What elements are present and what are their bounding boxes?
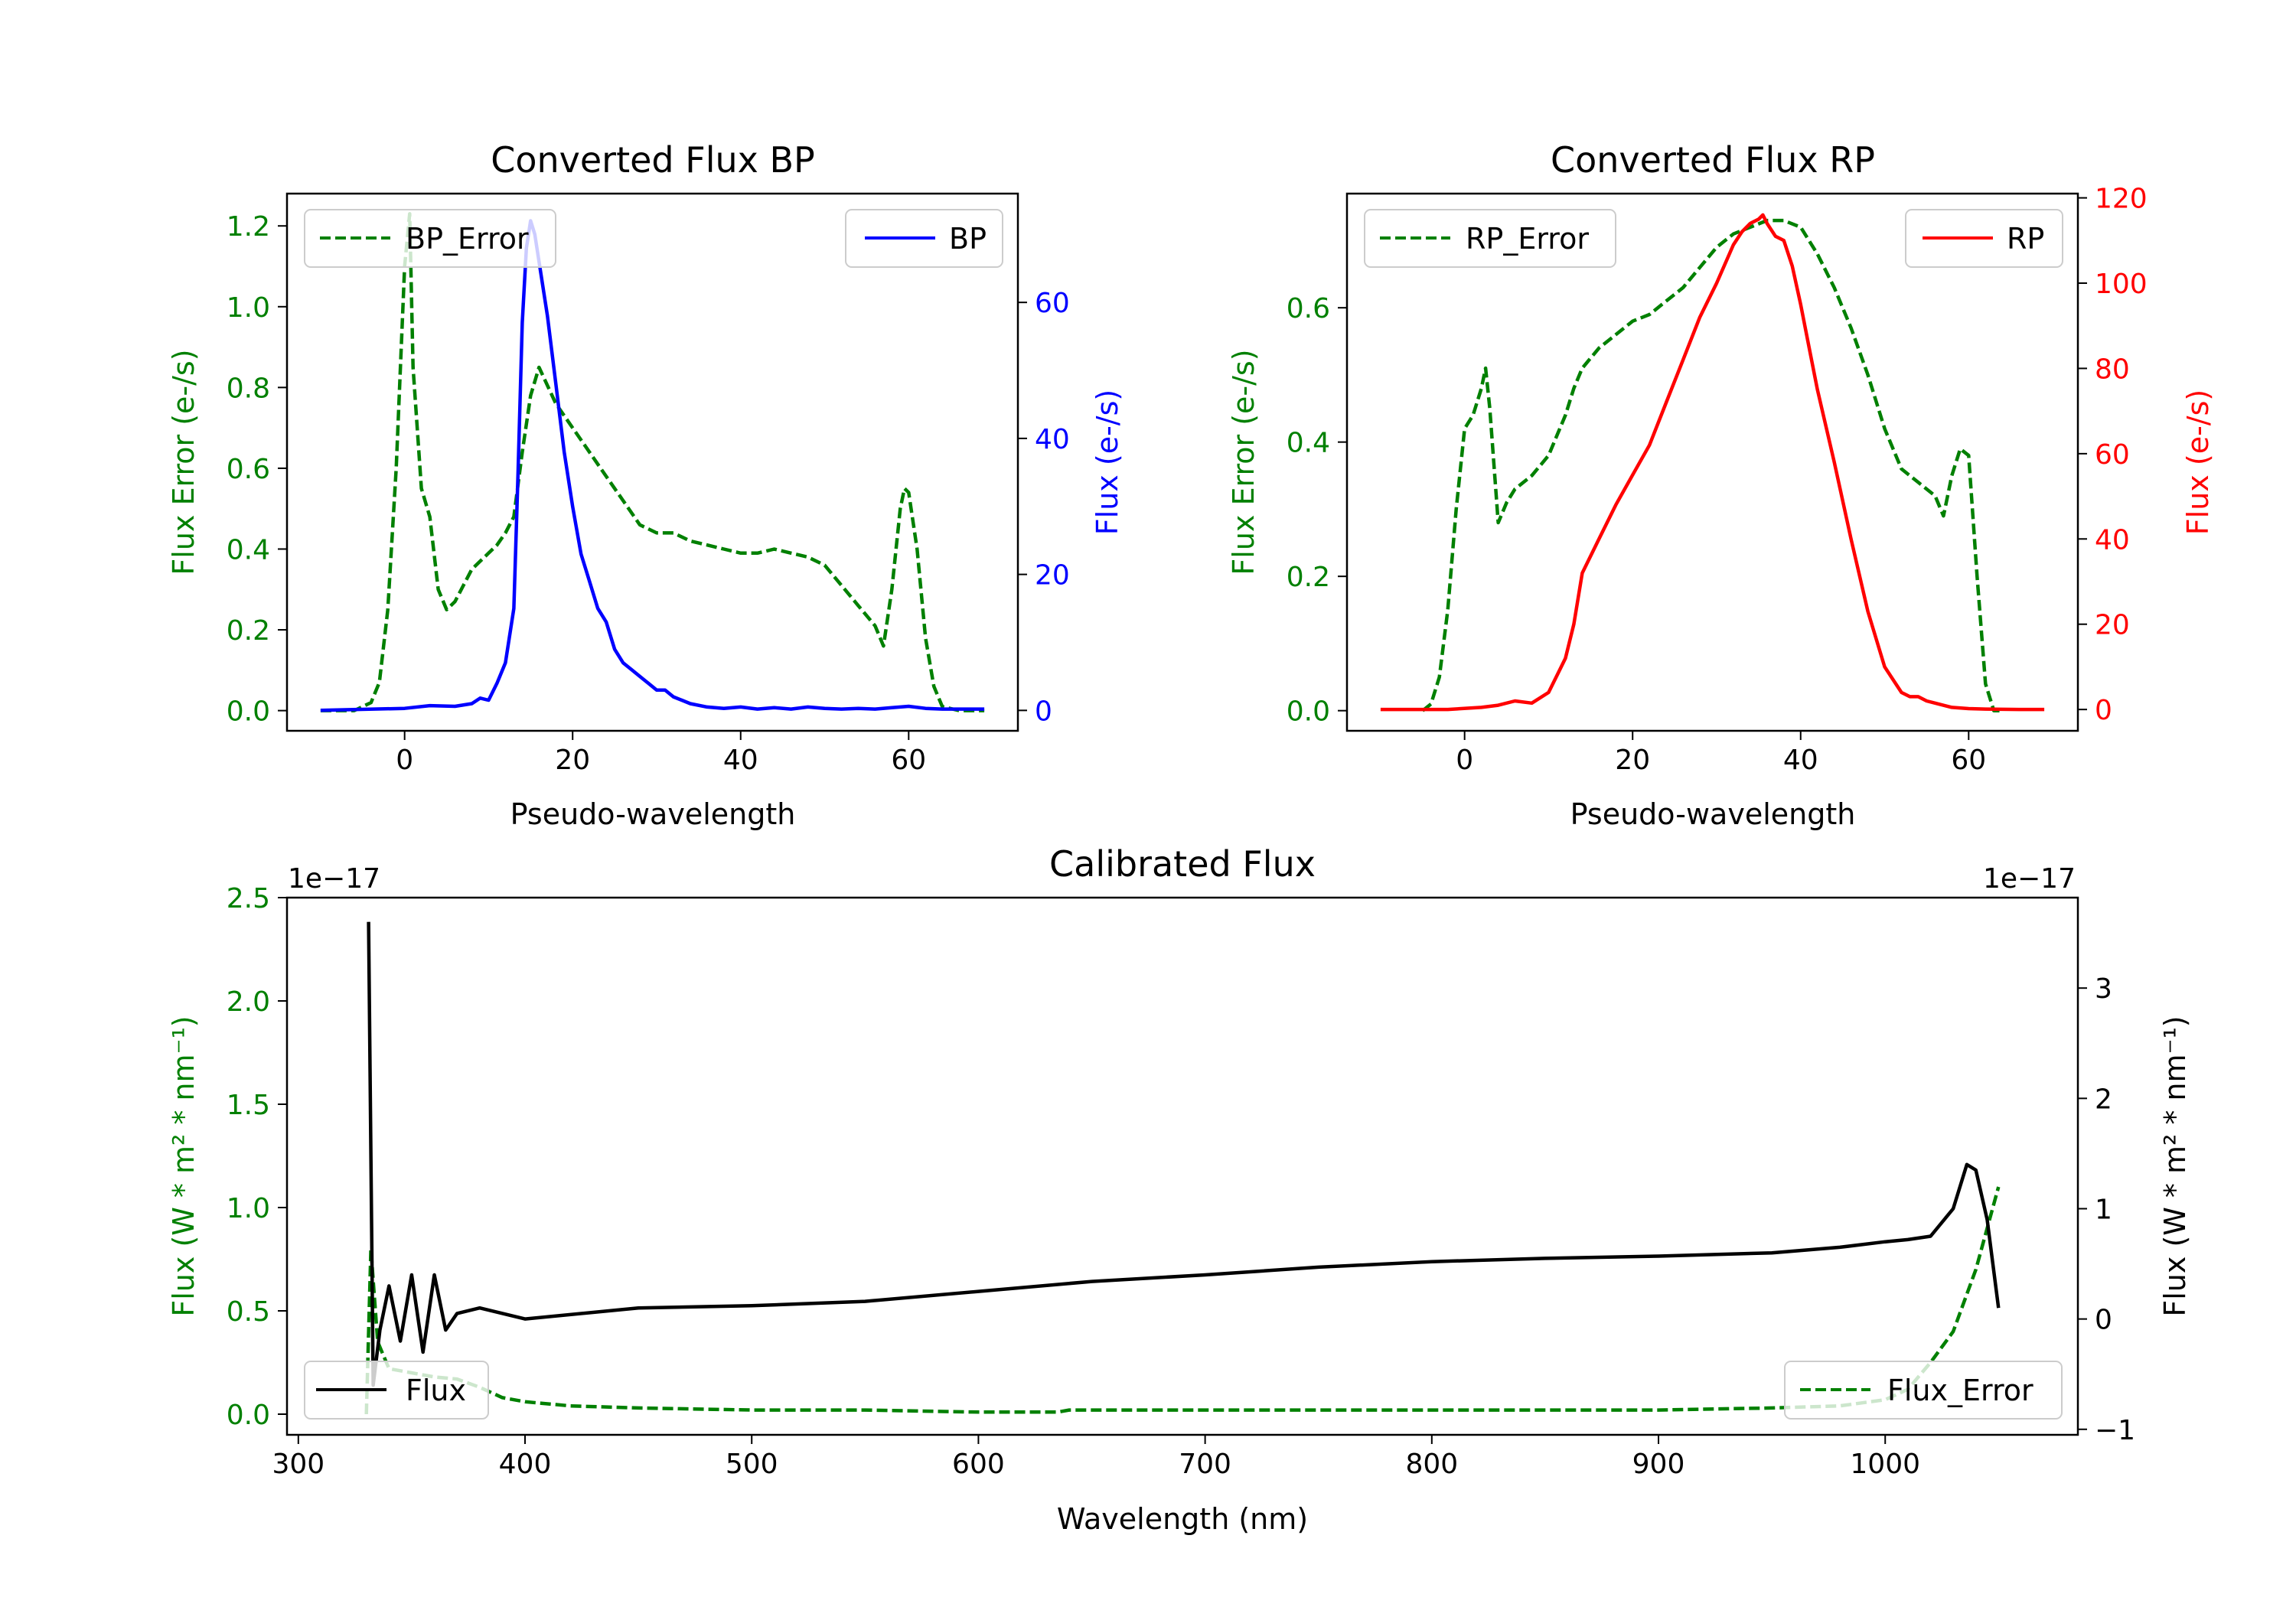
y-left-tick-label: 0.2: [227, 615, 270, 647]
legend-label-bp: BP: [949, 222, 987, 256]
x-tick-label: 40: [723, 745, 758, 776]
y-right-tick-label: 0: [1035, 696, 1052, 727]
x-tick-label: 60: [1951, 745, 1986, 776]
x-tick-label: 500: [726, 1449, 778, 1480]
panel-calibrated-offset-right: 1e−17: [1983, 863, 2076, 895]
series-line-flux: [367, 921, 2001, 1387]
legend-box: [304, 209, 556, 268]
panel-rp-xlabel: Pseudo-wavelength: [1570, 797, 1856, 831]
y-right-tick-label: 100: [2095, 269, 2148, 300]
y-left-tick-label: 0.6: [1287, 293, 1330, 324]
y-right-tick-label: 20: [1035, 560, 1070, 592]
x-tick-label: 20: [555, 745, 590, 776]
panel-bp-series: [320, 212, 985, 712]
panel-bp-ylabel-left: Flux Error (e-/s): [167, 349, 201, 575]
x-tick-label: 300: [272, 1449, 325, 1480]
x-tick-label: 800: [1405, 1449, 1458, 1480]
panel-calibrated-xlabel: Wavelength (nm): [1057, 1502, 1308, 1536]
legend-label-flux: Flux: [406, 1374, 466, 1407]
legend-label-flux-error: Flux_Error: [1887, 1374, 2033, 1407]
panel-calibrated-frame: [285, 896, 2079, 1436]
panel-rp-series: [1380, 213, 2045, 712]
x-tick-label: 600: [952, 1449, 1005, 1480]
y-left-tick-label: 2.0: [227, 986, 270, 1018]
y-right-tick-label: 40: [1035, 424, 1070, 455]
x-tick-label: 20: [1615, 745, 1650, 776]
y-left-tick-label: 0.0: [1287, 696, 1330, 728]
series-line-rp-error: [1421, 218, 2003, 712]
x-tick-label: 900: [1632, 1449, 1685, 1480]
panel-bp-title: Converted Flux BP: [491, 139, 815, 181]
y-right-tick-label: 20: [2095, 610, 2130, 641]
y-left-tick-label: 0.5: [227, 1296, 270, 1328]
panel-bp-frame: [285, 192, 1019, 732]
legend-label-bp-error: BP_Error: [406, 222, 529, 256]
series-line-bp: [320, 219, 985, 712]
panel-rp-legend-left: RP_Error: [1364, 209, 1616, 268]
y-left-tick-label: 1.0: [227, 1193, 270, 1224]
x-tick-label: 0: [1456, 745, 1473, 776]
panel-rp-ticks: 0 20 40 60 0.0 0.2 0.4 0.6 0 20 40 60 80 100 120: [1287, 184, 2148, 776]
x-tick-label: 40: [1783, 745, 1818, 776]
panel-bp: Converted Flux BP 0 20 40 60 0.0 0.2 0.4 0.6 0.8…: [167, 139, 1124, 831]
y-left-tick-label: 2.5: [227, 883, 270, 914]
panel-rp-ylabel-left: Flux Error (e-/s): [1227, 349, 1261, 575]
x-tick-label: 700: [1179, 1449, 1231, 1480]
y-right-tick-label: 0: [2095, 1305, 2112, 1336]
series-line-rp: [1380, 213, 2045, 712]
panel-calibrated-title: Calibrated Flux: [1049, 843, 1316, 885]
legend-box: [304, 1361, 489, 1420]
panel-calibrated-legend-left: Flux: [304, 1361, 489, 1420]
y-right-tick-label: 120: [2095, 184, 2148, 215]
x-tick-label: 0: [396, 745, 413, 776]
panel-bp-legend-right: BP: [845, 209, 1003, 268]
legend-box: [1364, 209, 1616, 268]
panel-bp-ticks: 0 20 40 60 0.0 0.2 0.4 0.6 0.8 1.0 1.2 0 20 40 60: [227, 211, 1070, 776]
panel-calibrated: Calibrated Flux 1e−17 1e−17 300 400 500 600…: [167, 843, 2192, 1536]
panel-rp-frame: [1345, 192, 2079, 732]
y-right-tick-label: 60: [1035, 288, 1070, 319]
y-left-tick-label: 0.0: [227, 696, 270, 728]
legend-label-rp-error: RP_Error: [1466, 222, 1589, 256]
y-right-tick-label: −1: [2095, 1415, 2135, 1446]
panel-rp-title: Converted Flux RP: [1551, 139, 1875, 181]
panel-calibrated-ticks: 300 400 500 600 700 800 900 1000 0.0 0.5 1.0 1.5 2.0…: [227, 883, 2135, 1480]
y-right-tick-label: 3: [2095, 973, 2112, 1005]
x-tick-label: 400: [499, 1449, 552, 1480]
y-left-tick-label: 0.6: [227, 454, 270, 485]
y-right-tick-label: 0: [2095, 695, 2112, 726]
panel-calibrated-offset-left: 1e−17: [288, 863, 380, 895]
y-left-tick-label: 1.5: [227, 1090, 270, 1121]
panel-rp: Converted Flux RP 0 20 40 60 0.0 0.2 0.4 0.6 0 20…: [1227, 139, 2215, 831]
y-right-tick-label: 2: [2095, 1084, 2112, 1115]
panel-rp-ylabel-right: Flux (e-/s): [2181, 390, 2215, 535]
panel-calibrated-ylabel-right: Flux (W * m² * nm⁻¹): [2158, 1015, 2192, 1316]
panel-rp-legend-right: RP: [1905, 209, 2063, 268]
y-left-tick-label: 0.4: [1287, 428, 1330, 459]
panel-bp-xlabel: Pseudo-wavelength: [510, 797, 796, 831]
y-left-tick-label: 0.8: [227, 373, 270, 404]
panel-bp-legend-left: BP_Error: [304, 209, 556, 268]
y-left-tick-label: 1.2: [227, 211, 270, 243]
panel-calibrated-ylabel-left: Flux (W * m² * nm⁻¹): [167, 1015, 201, 1316]
y-left-tick-label: 1.0: [227, 292, 270, 324]
x-tick-label: 60: [891, 745, 926, 776]
panel-calibrated-legend-right: Flux_Error: [1784, 1361, 2063, 1420]
series-line-bp-error: [320, 212, 985, 712]
y-right-tick-label: 40: [2095, 524, 2130, 556]
y-left-tick-label: 0.2: [1287, 562, 1330, 593]
panel-bp-ylabel-right: Flux (e-/s): [1091, 390, 1124, 535]
y-left-tick-label: 0.4: [227, 534, 270, 566]
y-left-tick-label: 0.0: [227, 1400, 270, 1431]
y-right-tick-label: 1: [2095, 1194, 2112, 1225]
legend-label-rp: RP: [2007, 222, 2044, 256]
y-right-tick-label: 60: [2095, 439, 2130, 471]
x-tick-label: 1000: [1850, 1449, 1920, 1480]
y-right-tick-label: 80: [2095, 354, 2130, 385]
legend-box: [1784, 1361, 2063, 1420]
